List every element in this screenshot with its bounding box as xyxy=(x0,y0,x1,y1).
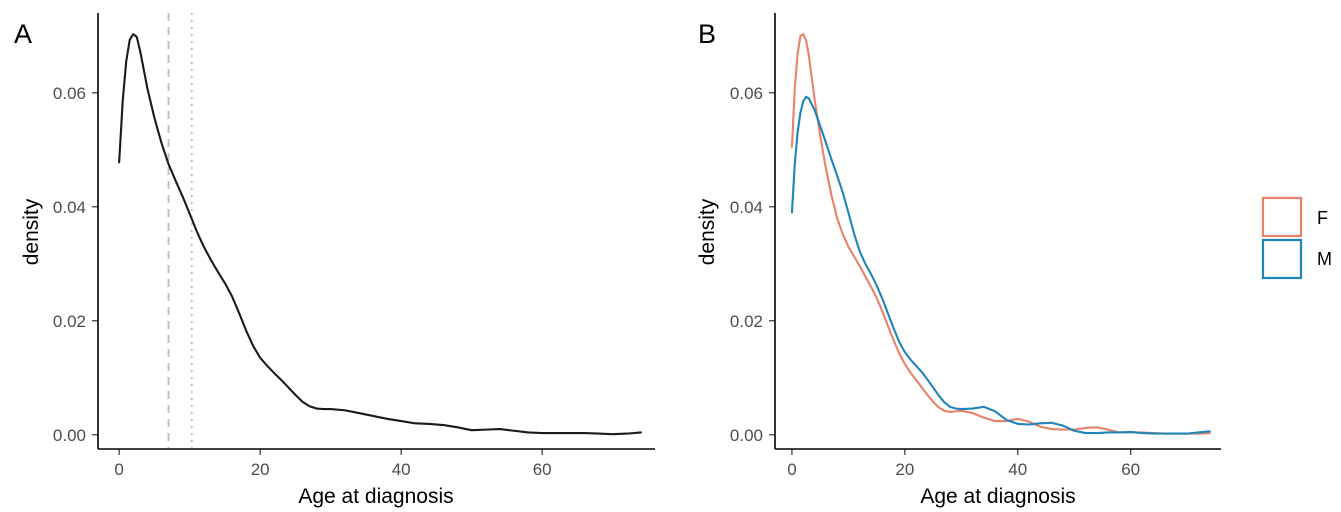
panel-b-tag: B xyxy=(698,19,716,49)
legend-key-f xyxy=(1261,196,1303,238)
panel-b-x-tick-label-2: 40 xyxy=(1008,460,1027,479)
panel-a-x-axis-title: Age at diagnosis xyxy=(298,485,453,508)
panel-a-density-density-line xyxy=(118,33,642,436)
panel-b-x-ticks xyxy=(791,449,1132,455)
panel-a-y-tick-label-3: 0.06 xyxy=(53,84,86,103)
panel-a-y-tick-labels: 0.00 0.02 0.04 0.06 xyxy=(53,84,86,445)
panel-a-y-axis-title: density xyxy=(20,198,43,265)
panel-a-x-tick-labels: 0 20 40 60 xyxy=(114,460,551,479)
panel-b-y-tick-label-3: 0.06 xyxy=(730,84,763,103)
panel-a-y-tick-label-0: 0.00 xyxy=(53,426,86,445)
panel-a-series xyxy=(118,33,642,436)
panel-b-y-tick-label-2: 0.04 xyxy=(730,198,763,217)
panel-a-y-tick-label-1: 0.02 xyxy=(53,312,86,331)
panel-a-x-tick-label-1: 20 xyxy=(251,460,270,479)
panel-a-x-tick-label-2: 40 xyxy=(392,460,411,479)
panel-b-x-tick-label-0: 0 xyxy=(787,460,796,479)
panel-a-x-tick-label-3: 60 xyxy=(533,460,552,479)
legend-key-m xyxy=(1261,238,1303,280)
panel-a-tag: A xyxy=(14,19,32,49)
panel-b-legend: F M xyxy=(1261,196,1332,280)
panel-b-m-density-line xyxy=(790,95,1211,435)
panel-b-y-tick-label-1: 0.02 xyxy=(730,312,763,331)
panel-b: B 0.00 0.02 0.04 0.06 0 20 40 60 Age at diagno… xyxy=(696,13,1332,508)
panel-b-y-tick-label-0: 0.00 xyxy=(730,426,763,445)
panel-b-y-axis-title: density xyxy=(696,198,719,265)
panel-b-f-density-line xyxy=(790,33,1211,435)
panel-b-y-ticks xyxy=(769,92,775,436)
panel-b-x-tick-label-3: 60 xyxy=(1121,460,1140,479)
panel-a: A 0.00 0.02 0.04 0.06 0 20 40 60 Age at diagno… xyxy=(14,13,655,508)
legend-label-m: M xyxy=(1317,249,1332,269)
panel-b-y-tick-labels: 0.00 0.02 0.04 0.06 xyxy=(730,84,763,445)
panel-b-x-tick-label-1: 20 xyxy=(895,460,914,479)
panel-a-x-ticks xyxy=(118,449,543,455)
panel-a-y-ticks xyxy=(92,92,98,436)
panel-b-x-tick-labels: 0 20 40 60 xyxy=(787,460,1140,479)
panel-b-x-axis-title: Age at diagnosis xyxy=(920,485,1075,508)
legend-label-f: F xyxy=(1317,208,1328,228)
panel-a-x-tick-label-0: 0 xyxy=(114,460,123,479)
panel-a-y-tick-label-2: 0.04 xyxy=(53,198,86,217)
panel-b-series xyxy=(790,33,1211,435)
panel-a-reference-lines xyxy=(167,13,193,449)
